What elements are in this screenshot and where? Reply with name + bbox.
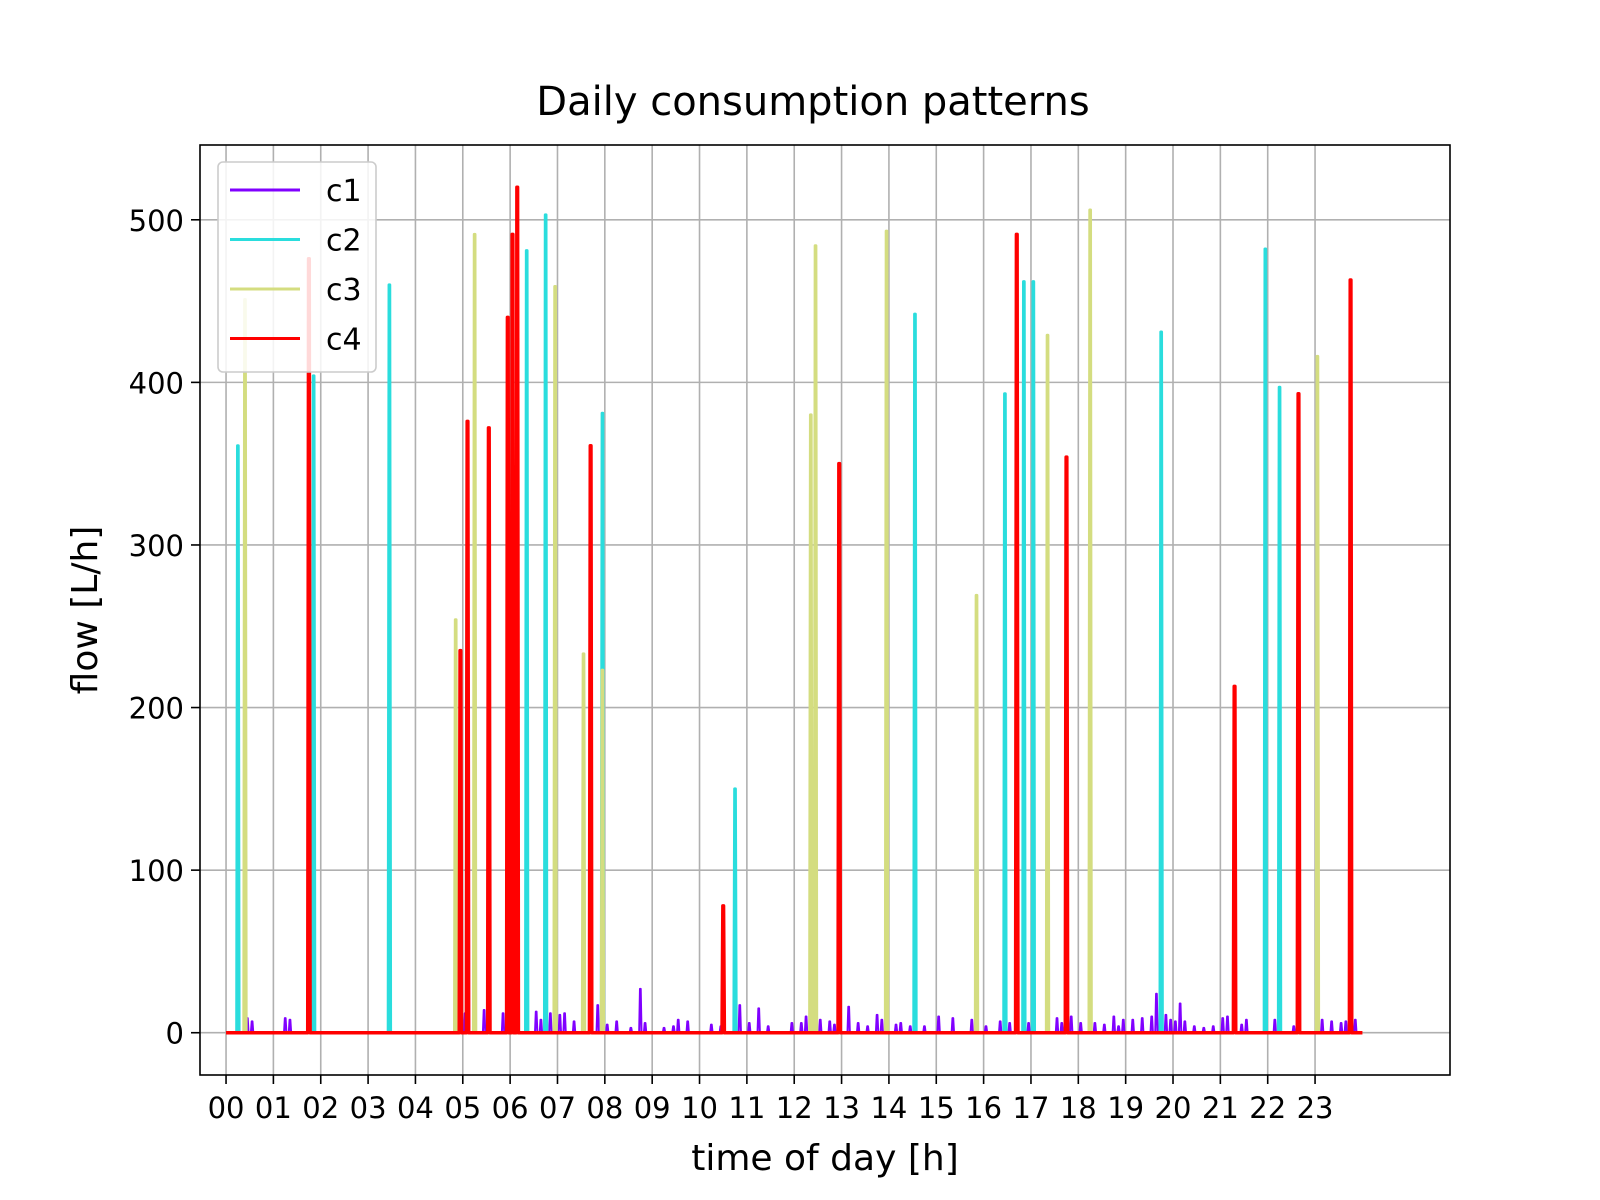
x-tick-label: 06 bbox=[492, 1091, 529, 1125]
x-tick-label: 08 bbox=[586, 1091, 623, 1125]
x-tick-label: 17 bbox=[1013, 1091, 1050, 1125]
x-tick-label: 10 bbox=[681, 1091, 718, 1125]
x-tick-label: 01 bbox=[255, 1091, 292, 1125]
x-tick-label: 20 bbox=[1155, 1091, 1192, 1125]
x-axis-label: time of day [h] bbox=[691, 1138, 959, 1179]
x-tick-label: 18 bbox=[1060, 1091, 1097, 1125]
y-tick-label: 200 bbox=[129, 692, 184, 726]
x-tick-label: 09 bbox=[634, 1091, 671, 1125]
x-tick-label: 11 bbox=[728, 1091, 765, 1125]
x-tick-label: 04 bbox=[397, 1091, 434, 1125]
y-tick-label: 0 bbox=[166, 1017, 184, 1051]
legend: c1 c2 c3 c4 bbox=[217, 161, 377, 373]
legend-label-c4: c4 bbox=[326, 323, 362, 358]
x-tick-label: 16 bbox=[965, 1091, 1002, 1125]
y-tick-label: 400 bbox=[129, 366, 184, 400]
x-tick-label: 19 bbox=[1107, 1091, 1144, 1125]
x-tick-label: 03 bbox=[350, 1091, 387, 1125]
series-layer bbox=[226, 185, 1363, 1035]
y-tick-label: 100 bbox=[129, 854, 184, 888]
y-axis-ticks: 0 100 200 300 400 500 bbox=[129, 204, 200, 1051]
plot-frame bbox=[199, 144, 1451, 1076]
x-tick-label: 02 bbox=[302, 1091, 339, 1125]
x-tick-label: 00 bbox=[208, 1091, 245, 1125]
x-tick-label: 22 bbox=[1249, 1091, 1286, 1125]
series-line-c4 bbox=[226, 185, 1363, 1035]
legend-box bbox=[217, 161, 377, 373]
legend-label-c3: c3 bbox=[326, 273, 362, 308]
x-tick-label: 23 bbox=[1297, 1091, 1334, 1125]
legend-label-c1: c1 bbox=[326, 174, 362, 209]
x-tick-label: 12 bbox=[776, 1091, 813, 1125]
x-tick-label: 14 bbox=[870, 1091, 907, 1125]
x-tick-label: 13 bbox=[823, 1091, 860, 1125]
y-tick-label: 300 bbox=[129, 529, 184, 563]
x-tick-label: 07 bbox=[539, 1091, 576, 1125]
x-tick-label: 21 bbox=[1202, 1091, 1239, 1125]
legend-label-c2: c2 bbox=[326, 224, 362, 259]
y-tick-label: 500 bbox=[129, 204, 184, 238]
x-tick-label: 05 bbox=[444, 1091, 481, 1125]
chart-title: Daily consumption patterns bbox=[536, 79, 1089, 125]
y-axis-label: flow [L/h] bbox=[65, 526, 106, 695]
x-axis-ticks: 00 01 02 03 04 05 06 07 08 09 10 11 12 13 14 15 16 17 18 19… bbox=[208, 1075, 1334, 1125]
x-tick-label: 15 bbox=[918, 1091, 955, 1125]
